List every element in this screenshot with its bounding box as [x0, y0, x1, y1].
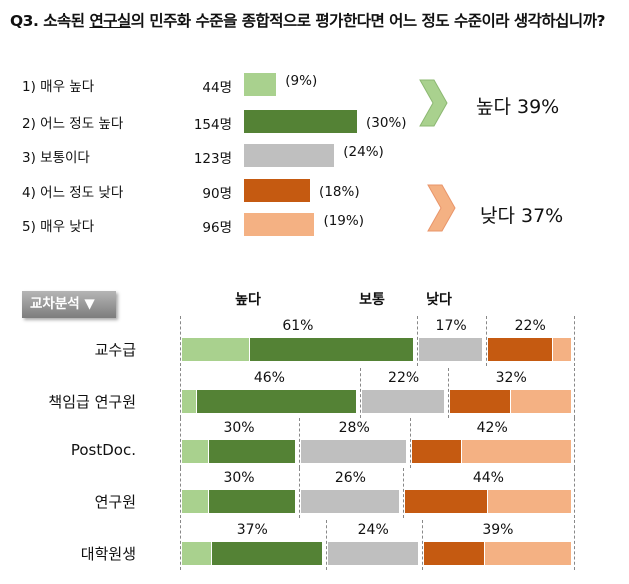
- divider-line: [180, 316, 181, 366]
- bar-segment: [553, 338, 571, 361]
- divider-line: [448, 368, 450, 418]
- group-percent-label: 32%: [495, 370, 527, 386]
- bar-segment: [511, 390, 571, 413]
- bar-segment: [182, 542, 212, 565]
- divider-line: [574, 316, 575, 366]
- divider-line: [574, 468, 575, 518]
- group-percent-label: 30%: [223, 470, 255, 486]
- category-label: 4) 어느 정도 낮다: [22, 185, 124, 201]
- divider-line: [486, 316, 488, 366]
- percent-label: (19%): [323, 213, 364, 229]
- chevron-high-icon: [419, 79, 448, 127]
- divider-line: [180, 368, 181, 418]
- row-label: 대학원생: [80, 545, 136, 563]
- category-label: 1) 매우 높다: [22, 79, 95, 95]
- bar-segment: [461, 440, 571, 463]
- bar: [244, 179, 311, 202]
- divider-line: [180, 468, 181, 518]
- bar-segment: [404, 490, 488, 513]
- percent-label: (24%): [343, 144, 384, 160]
- group-percent-label: 37%: [236, 522, 268, 538]
- bar-segment: [212, 542, 322, 565]
- divider-line: [402, 468, 404, 518]
- count-label: 44명: [202, 80, 232, 96]
- bar-segment: [301, 490, 399, 513]
- group-percent-label: 28%: [338, 420, 370, 436]
- group-percent-label: 24%: [357, 522, 389, 538]
- bar-segment: [327, 542, 418, 565]
- divider-line: [180, 520, 181, 570]
- group-percent-label: 30%: [223, 420, 255, 436]
- bar-segment: [423, 542, 484, 565]
- divider-line: [180, 418, 181, 468]
- bar-segment: [361, 390, 445, 413]
- bar-segment: [182, 490, 208, 513]
- group-percent-label: 22%: [388, 370, 420, 386]
- chevron-low-icon: [427, 184, 456, 232]
- group-percent-label: 42%: [476, 420, 508, 436]
- bar-segment: [488, 490, 571, 513]
- row-label: 교수급: [94, 341, 136, 359]
- bar-segment: [182, 440, 208, 463]
- group-header: 낮다: [426, 292, 452, 308]
- bar: [244, 213, 315, 236]
- bar-segment: [208, 440, 295, 463]
- divider-line: [574, 418, 575, 468]
- bar-segment: [301, 440, 407, 463]
- bar-segment: [484, 542, 571, 565]
- divider-line: [416, 316, 418, 366]
- count-label: 123명: [193, 151, 232, 167]
- title-underlined: 연구실: [89, 12, 131, 30]
- group-percent-label: 61%: [282, 318, 314, 334]
- bar-segment: [197, 390, 356, 413]
- title-suffix: 의 민주화 수준을 종합적으로 평가한다면 어느 정도 수준이라 생각하십니까?: [130, 12, 606, 30]
- divider-line: [359, 368, 361, 418]
- group-header: 보통: [359, 292, 385, 308]
- bar: [244, 144, 335, 167]
- divider-line: [421, 520, 423, 570]
- bar-segment: [250, 338, 413, 361]
- group-percent-label: 26%: [334, 470, 366, 486]
- summary-low: 낮다 37%: [480, 205, 564, 227]
- divider-line: [299, 418, 300, 468]
- category-label: 5) 매우 낮다: [22, 219, 95, 235]
- divider-line: [410, 418, 412, 468]
- count-label: 154명: [193, 117, 232, 133]
- divider-line: [574, 520, 575, 570]
- row-label: 책임급 연구원: [48, 393, 136, 411]
- bar-segment: [208, 490, 295, 513]
- bar-segment: [412, 440, 461, 463]
- bar: [244, 110, 358, 133]
- group-header: 높다: [235, 292, 261, 308]
- group-percent-label: 44%: [472, 470, 504, 486]
- count-label: 90명: [202, 186, 232, 202]
- category-label: 3) 보통이다: [22, 150, 90, 166]
- group-percent-label: 17%: [435, 318, 467, 334]
- category-label: 2) 어느 정도 높다: [22, 116, 124, 132]
- divider-line: [299, 468, 300, 518]
- row-label: PostDoc.: [70, 441, 136, 459]
- divider-line: [574, 368, 575, 418]
- row-label: 연구원: [94, 493, 136, 511]
- bar-segment: [488, 338, 552, 361]
- count-label: 96명: [202, 220, 232, 236]
- bar-segment: [450, 390, 511, 413]
- bar: [244, 73, 277, 96]
- bar-segment: [182, 338, 250, 361]
- percent-label: (30%): [366, 115, 407, 131]
- bar-segment: [418, 338, 483, 361]
- group-percent-label: 22%: [514, 318, 546, 334]
- group-percent-label: 46%: [253, 370, 285, 386]
- cross-analysis-button[interactable]: 교차분석 ▼: [22, 291, 116, 318]
- percent-label: (9%): [285, 73, 318, 89]
- percent-label: (18%): [319, 184, 360, 200]
- divider-line: [325, 520, 327, 570]
- group-percent-label: 39%: [482, 522, 514, 538]
- bar-segment: [182, 390, 197, 413]
- summary-high: 높다 39%: [476, 96, 560, 118]
- question-title: Q3. 소속된 연구실의 민주화 수준을 종합적으로 평가한다면 어느 정도 수…: [10, 8, 620, 35]
- title-prefix: Q3. 소속된: [10, 12, 90, 30]
